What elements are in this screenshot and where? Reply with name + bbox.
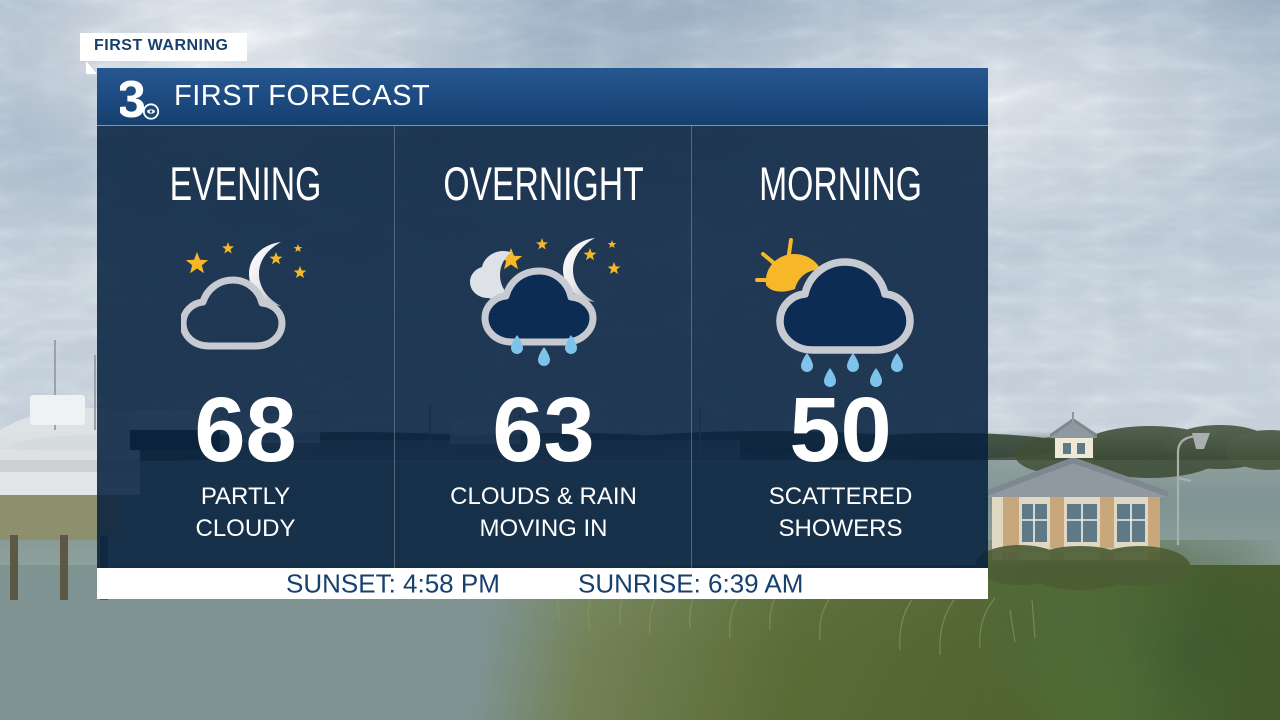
svg-text:3: 3 [120,76,146,122]
